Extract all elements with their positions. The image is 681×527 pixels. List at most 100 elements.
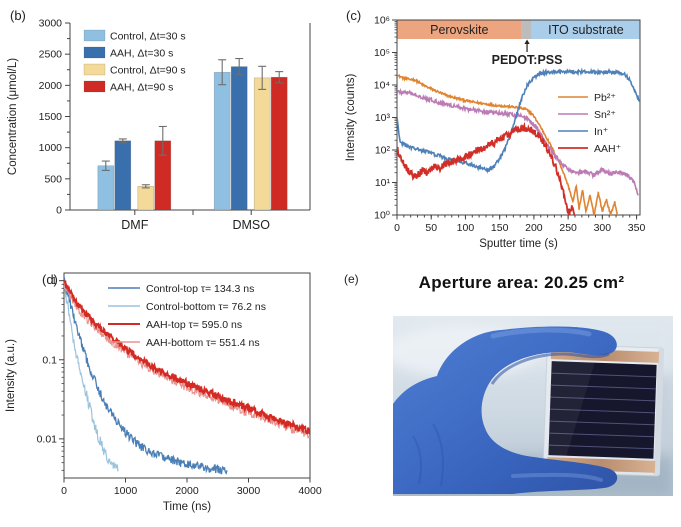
- annotation-label: PEDOT:PSS: [492, 53, 563, 67]
- x-tick-label: 150: [491, 222, 509, 234]
- legend: Pb²⁺ Sn²⁺ In⁺ AAH⁺: [558, 92, 622, 155]
- legend-label: Pb²⁺: [594, 92, 616, 104]
- layer-band: [531, 20, 640, 39]
- concentration-bar-chart: 0 500 1000 1500 2000 2500 3000 Concentration (μ…: [7, 18, 311, 232]
- panel-d-trpl-decay: (d) 0 1000 2000 3000 4000 1 0.1 0.01 Time (ns) In…: [0, 260, 340, 527]
- category-label: DMF: [121, 218, 148, 232]
- error-bar: [158, 125, 167, 156]
- panel-c-sims-depth-profile: (c) Perovskite ITO substrate 0 50 100 150 200 2…: [340, 0, 681, 260]
- bar: [114, 140, 132, 211]
- y-tick-label: 3000: [39, 18, 63, 30]
- aperture-area-title: Aperture area: 20.25 cm²: [418, 273, 625, 292]
- bar: [253, 77, 271, 211]
- panel-e-label: (e): [344, 272, 359, 286]
- glove-wrist-folds: [412, 423, 444, 487]
- error-bar: [218, 59, 227, 86]
- layer-band: [521, 20, 532, 39]
- y-tick-label: 10⁴: [374, 80, 390, 92]
- layer-band: [397, 20, 522, 39]
- x-axis-label: Time (ns): [163, 501, 211, 513]
- bar: [270, 76, 288, 211]
- legend-label: AAH⁺: [594, 143, 622, 155]
- bar: [213, 71, 231, 211]
- y-tick-label: 10²: [375, 145, 391, 157]
- error-bar: [101, 160, 110, 171]
- glove-knuckle-highlight: [490, 327, 592, 339]
- error-bar: [235, 57, 244, 76]
- series-Control-bottom τ= 76.2 ns: [64, 285, 119, 472]
- y-axis-label: Intensity (a.u.): [5, 339, 17, 412]
- y-tick-label: 1500: [39, 111, 63, 123]
- cell-interconnect-lines: [548, 372, 657, 450]
- series-Sn²⁺: [397, 87, 639, 196]
- legend-label: In⁺: [594, 126, 609, 138]
- module-photo: [393, 316, 673, 496]
- legend-label: Control-bottom τ= 76.2 ns: [146, 301, 266, 313]
- x-axis-label: Sputter time (s): [479, 238, 558, 250]
- legend-label: AAH-bottom τ= 551.4 ns: [146, 337, 260, 349]
- blue-glove-illustration: [393, 326, 618, 494]
- y-tick-label: 2500: [39, 49, 63, 61]
- y-tick-label: 0.01: [37, 433, 58, 445]
- series-Pb²⁺: [397, 74, 619, 215]
- x-tick-label: 300: [594, 222, 612, 234]
- y-axis-label: Concentration (μmol/L): [7, 58, 19, 175]
- legend-label: Control, Δt=30 s: [110, 31, 186, 43]
- x-tick-label: 200: [525, 222, 543, 234]
- series-group: [397, 67, 640, 215]
- x-tick-label: 4000: [298, 485, 322, 497]
- error-bar: [258, 65, 267, 90]
- annotation-arrowhead: [524, 39, 530, 44]
- x-tick-label: 2000: [175, 485, 199, 497]
- y-tick-label: 10³: [375, 112, 391, 124]
- y-tick-label: 0.1: [42, 354, 57, 366]
- error-bar: [118, 138, 127, 144]
- bar: [97, 165, 115, 211]
- bar: [137, 186, 155, 211]
- legend: Control, Δt=30 s AAH, Δt=30 s Control, Δt=…: [83, 29, 186, 94]
- panel-b-label: (b): [10, 8, 26, 23]
- x-tick-label: 350: [628, 222, 646, 234]
- error-bar: [275, 71, 284, 84]
- y-axis-label: Intensity (counts): [345, 74, 357, 162]
- sims-depth-profile-chart: Perovskite ITO substrate 0 50 100 150 200 250 30…: [345, 15, 646, 251]
- y-tick-label: 2000: [39, 80, 63, 92]
- panel-d-label: (d): [42, 272, 58, 287]
- y-tick-label: 10⁰: [374, 210, 391, 222]
- solar-module-illustration: [542, 343, 665, 477]
- y-tick-label: 10¹: [375, 177, 391, 189]
- legend-label: AAH, Δt=30 s: [110, 48, 173, 60]
- legend: Control-top τ= 134.3 ns Control-bottom τ=…: [108, 283, 266, 349]
- legend-label: AAH, Δt=90 s: [110, 82, 173, 94]
- x-tick-label: 100: [457, 222, 475, 234]
- trpl-decay-chart: 0 1000 2000 3000 4000 1 0.1 0.01 Time (ns) Intens…: [5, 272, 322, 513]
- y-tick-label: 10⁶: [374, 15, 390, 27]
- x-tick-label: 3000: [237, 485, 261, 497]
- layer-band-label: ITO substrate: [548, 23, 624, 37]
- glove-finger-shadow: [490, 352, 610, 385]
- x-tick-label: 50: [425, 222, 437, 234]
- series-Control-top τ= 134.3 ns: [64, 276, 228, 475]
- panel-e-module-photo: (e) Aperture area: 20.25 cm²: [340, 260, 681, 527]
- panel-c-label: (c): [346, 8, 362, 23]
- legend-label: Sn²⁺: [594, 109, 616, 121]
- series-In⁺: [397, 67, 640, 174]
- y-tick-label: 1000: [39, 142, 63, 154]
- y-tick-label: 1: [51, 275, 57, 287]
- glove-thumb-highlight: [511, 472, 603, 482]
- y-tick-label: 0: [56, 205, 62, 217]
- legend-label: AAH-top τ= 595.0 ns: [146, 319, 242, 331]
- category-label: DMSO: [232, 218, 270, 232]
- legend-label: Control-top τ= 134.3 ns: [146, 283, 254, 295]
- y-tick-label: 500: [44, 173, 62, 185]
- panel-b-solubility-bar-chart: (b) 0 500 1000 1500 2000 2500 3000 Concentratio…: [0, 0, 340, 260]
- x-tick-label: 0: [61, 485, 67, 497]
- bar: [230, 66, 248, 211]
- x-tick-label: 250: [559, 222, 577, 234]
- x-tick-label: 0: [394, 222, 400, 234]
- series-AAH⁺: [397, 121, 576, 215]
- x-tick-label: 1000: [114, 485, 138, 497]
- layer-band-label: Perovskite: [430, 23, 488, 37]
- y-tick-label: 10⁵: [374, 47, 390, 59]
